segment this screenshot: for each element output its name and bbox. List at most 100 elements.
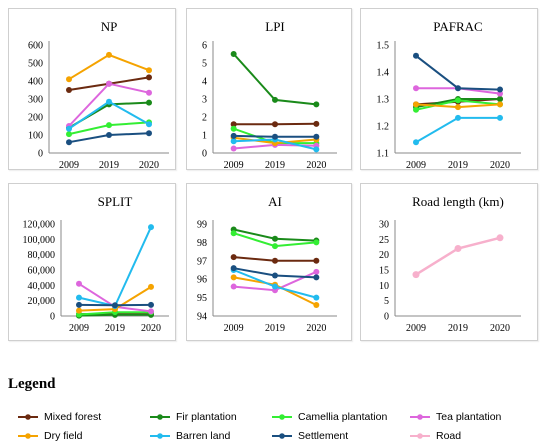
legend-title: Legend <box>8 376 56 392</box>
pafrac-chart-title: PAFRAC <box>433 19 482 34</box>
legend-swatch-settlement <box>272 433 292 439</box>
ai-chart-title: AI <box>268 194 282 209</box>
legend-item-settlement: Settlement <box>272 429 348 443</box>
road-length-x-tick-label: 2020 <box>490 323 510 334</box>
lpi-y-tick-label: 5 <box>202 59 207 70</box>
lpi-chart-title: LPI <box>265 19 285 34</box>
legend-label-mixed-forest: Mixed forest <box>44 411 102 423</box>
ai-data-point-tea-plantation <box>230 283 237 290</box>
np-data-point-dry-field <box>66 76 72 83</box>
road-length-data-point-road <box>496 234 504 242</box>
road-length-data-point-road <box>454 245 462 253</box>
np-y-tick-label: 0 <box>38 149 43 160</box>
ai-x-tick-label: 2009 <box>224 323 244 334</box>
np-data-point-mixed-forest <box>146 74 152 81</box>
pafrac-data-point-dry-field <box>413 101 419 108</box>
lpi-y-tick-label: 2 <box>202 113 207 124</box>
lpi-y-tick-label: 6 <box>202 41 207 52</box>
split-chart: SPLIT 0 20,000 40,000 60,000 80,000 100,000 120… <box>23 194 169 334</box>
legend-swatch-mixed-forest <box>18 414 38 420</box>
pafrac-x-tick-label: 2019 <box>448 160 468 171</box>
np-data-point-tea-plantation <box>146 89 152 96</box>
legend-swatch-tea-plantation <box>410 414 430 420</box>
np-data-point-fir-plantation <box>146 99 152 106</box>
ai-data-point-camellia-plantation <box>313 239 320 246</box>
ai-data-point-settlement <box>230 265 237 272</box>
ai-data-point-mixed-forest <box>230 254 237 261</box>
ai-data-point-mixed-forest <box>272 257 278 264</box>
ai-data-point-tea-plantation <box>313 268 320 275</box>
split-x-tick-label: 2020 <box>141 323 161 334</box>
ai-data-point-camellia-plantation <box>272 243 278 250</box>
legend-label-camellia-plantation: Camellia plantation <box>298 411 388 423</box>
split-y-tick-label: 40,000 <box>28 281 56 292</box>
np-data-point-settlement <box>66 139 72 146</box>
np-y-tick-label: 600 <box>28 41 43 52</box>
ai-data-point-barren-land <box>313 294 320 301</box>
split-x-tick-label: 2019 <box>105 323 125 334</box>
lpi-x-tick-label: 2020 <box>306 160 326 171</box>
pafrac-y-tick-label: 1.4 <box>377 68 390 79</box>
lpi-data-point-settlement <box>313 133 320 140</box>
legend-swatch-camellia-plantation <box>272 414 292 420</box>
road-length-data-point-road <box>412 271 420 279</box>
ai-y-tick-label: 98 <box>197 238 207 249</box>
split-y-tick-label: 60,000 <box>28 266 56 277</box>
lpi-chart-panel: LPI 0 1 2 3 4 5 6 2009 2019 2020 <box>186 8 352 171</box>
road-length-x-tick-label: 2019 <box>448 323 468 334</box>
lpi-data-point-settlement <box>230 132 237 139</box>
split-data-point-dry-field <box>148 283 154 290</box>
legend-item-road: Road <box>410 429 461 443</box>
np-data-point-barren-land <box>146 121 152 128</box>
road-length-y-tick-label: 15 <box>379 266 389 277</box>
lpi-y-tick-label: 1 <box>202 131 207 142</box>
np-chart-title: NP <box>101 19 118 34</box>
split-data-point-barren-land <box>76 294 82 301</box>
road-length-y-tick-label: 0 <box>384 312 389 323</box>
split-data-point-settlement <box>148 301 154 308</box>
legend-label-fir-plantation: Fir plantation <box>176 411 237 423</box>
ai-y-tick-label: 96 <box>197 275 207 286</box>
road-length-x-tick-label: 2009 <box>406 323 426 334</box>
lpi-y-tick-label: 4 <box>202 77 207 88</box>
pafrac-data-point-fir-plantation <box>497 96 503 102</box>
pafrac-data-point-settlement <box>413 52 419 59</box>
pafrac-y-tick-label: 1.3 <box>377 95 390 106</box>
split-y-tick-label: 0 <box>50 312 55 323</box>
np-data-point-barren-land <box>66 125 72 132</box>
np-y-tick-label: 100 <box>28 131 43 142</box>
np-x-tick-label: 2009 <box>59 160 79 171</box>
np-data-point-mixed-forest <box>66 87 72 93</box>
pafrac-data-point-barren-land <box>497 114 503 121</box>
split-y-tick-label: 80,000 <box>28 250 56 261</box>
legend-label-tea-plantation: Tea plantation <box>436 411 502 423</box>
split-chart-panel: SPLIT 0 20,000 40,000 60,000 80,000 100,000 120… <box>8 183 176 341</box>
np-data-point-dry-field <box>146 67 152 74</box>
pafrac-chart: PAFRAC 1.1 1.2 1.3 1.4 1.5 2009 2019 2020 <box>377 19 521 171</box>
lpi-data-point-mixed-forest <box>313 120 320 127</box>
pafrac-data-point-camellia-plantation <box>455 97 461 104</box>
lpi-chart: LPI 0 1 2 3 4 5 6 2009 2019 2020 <box>202 19 337 171</box>
pafrac-x-tick-label: 2009 <box>406 160 426 171</box>
np-data-point-settlement <box>146 130 152 137</box>
lpi-data-point-barren-land <box>230 138 237 145</box>
ai-data-point-dry-field <box>313 301 320 308</box>
lpi-x-tick-label: 2019 <box>265 160 285 171</box>
ai-data-point-dry-field <box>230 274 237 281</box>
lpi-data-point-fir-plantation <box>313 101 320 108</box>
np-data-point-settlement <box>106 132 112 138</box>
np-data-point-tea-plantation <box>106 80 112 87</box>
split-data-point-dry-field <box>76 307 82 314</box>
pafrac-x-tick-label: 2020 <box>490 160 510 171</box>
np-chart-panel: NP 0 100 200 300 400 500 600 2009 2019 2020 <box>8 8 176 171</box>
np-chart: NP 0 100 200 300 400 500 600 2009 2019 2020 <box>28 19 169 171</box>
np-data-point-camellia-plantation <box>66 131 72 138</box>
split-y-tick-label: 120,000 <box>23 220 56 231</box>
legend-label-barren-land: Barren land <box>176 430 231 442</box>
lpi-y-tick-label: 3 <box>202 95 207 106</box>
lpi-data-point-camellia-plantation <box>230 125 237 132</box>
split-data-point-settlement <box>112 302 118 309</box>
legend-label-settlement: Settlement <box>298 430 349 442</box>
legend-item-dry-field: Dry field <box>18 429 83 443</box>
lpi-data-point-mixed-forest <box>230 121 237 128</box>
